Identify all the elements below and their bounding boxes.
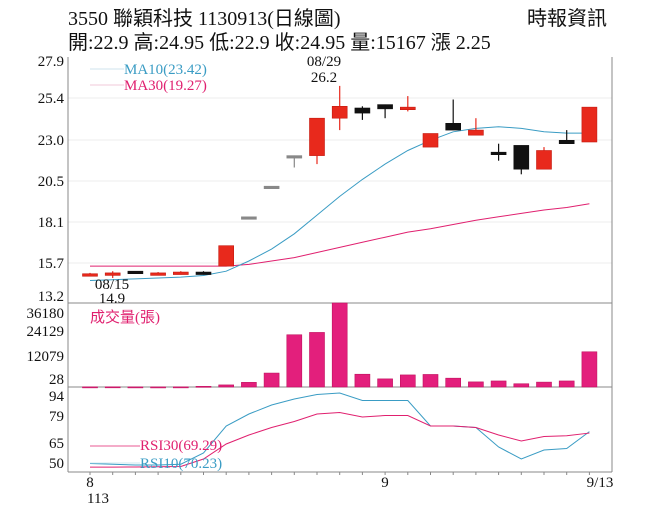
- rsi10-line: [89, 392, 590, 466]
- x-label-last-date: 9/13: [587, 475, 614, 491]
- volume-bar: [218, 384, 234, 388]
- y-tick-price: 18.1: [38, 215, 64, 231]
- ma30-legend: MA30(19.27): [124, 78, 207, 94]
- candle: [173, 271, 189, 275]
- candle: [558, 130, 575, 145]
- volume-bar: [104, 386, 121, 389]
- volume-bar: [490, 380, 507, 388]
- volume-bar: [445, 377, 462, 388]
- candle: [581, 106, 598, 143]
- volume-bar: [173, 386, 189, 389]
- volume-bar: [536, 381, 552, 388]
- y-tick-rsi: 94: [49, 389, 65, 405]
- volume-bar: [377, 378, 393, 388]
- volume-bar: [263, 372, 280, 388]
- volume-bar: [286, 334, 303, 388]
- legends: [90, 68, 140, 464]
- y-tick-price: 20.5: [38, 174, 64, 190]
- volume-bar: [127, 386, 144, 389]
- peak-value-label: 26.2: [311, 70, 337, 86]
- y-tick-rsi: 79: [49, 409, 64, 425]
- rsi-lines: [89, 392, 590, 468]
- y-tick-price: 15.7: [38, 256, 65, 272]
- candle: [468, 118, 484, 136]
- source-label: 時報資訊: [527, 8, 607, 30]
- ma30-line: [90, 203, 590, 267]
- volume-title: 成交量(張): [90, 308, 160, 326]
- volume-bar: [399, 374, 416, 388]
- volume-bar: [354, 373, 371, 388]
- volume-bar: [513, 383, 530, 388]
- low-value-label: 14.9: [99, 291, 125, 307]
- candle: [490, 143, 507, 161]
- candle: [127, 270, 144, 275]
- y-tick-volume: 28: [49, 372, 64, 388]
- x-axis: [89, 472, 590, 475]
- candle: [309, 117, 325, 165]
- ma10-line: [89, 126, 590, 282]
- candle: [422, 133, 439, 148]
- candle: [218, 245, 234, 267]
- candle: [513, 145, 530, 175]
- rsi10-legend: RSI10(70.23): [140, 456, 222, 472]
- low-date-label: 08/15: [95, 277, 129, 293]
- volume-bars: [82, 302, 598, 389]
- y-tick-price: 23.0: [38, 133, 64, 149]
- candle: [82, 272, 98, 277]
- y-tick-rsi: 65: [49, 436, 64, 452]
- candle: [536, 147, 552, 170]
- candle: [263, 185, 280, 189]
- rsi30-line: [90, 411, 590, 468]
- candle: [354, 106, 371, 120]
- volume-bar: [82, 386, 98, 389]
- y-tick-volume: 36180: [27, 306, 65, 322]
- moving-average-lines: [89, 126, 590, 282]
- ma10-legend: MA10(23.42): [124, 62, 207, 78]
- ohlc-summary: 開:22.9 高:24.95 低:22.9 收:24.95 量:15167 漲 …: [68, 32, 491, 54]
- volume-bar: [241, 382, 257, 388]
- candle: [377, 104, 393, 119]
- volume-bar: [468, 381, 484, 388]
- candle: [445, 99, 462, 131]
- y-tick-price: 27.9: [38, 54, 64, 70]
- volume-bar: [150, 386, 166, 389]
- peak-date-label: 08/29: [307, 54, 341, 70]
- candle: [150, 272, 166, 276]
- y-tick-price: 13.2: [38, 289, 64, 305]
- x-label-year: 113: [87, 491, 109, 507]
- candle: [195, 271, 212, 275]
- candle: [241, 216, 257, 220]
- y-tick-rsi: 50: [49, 456, 64, 472]
- x-label-month-8: 8: [86, 475, 94, 491]
- volume-bar: [558, 380, 575, 388]
- y-tick-volume: 24129: [27, 324, 65, 340]
- volume-bar: [422, 374, 439, 388]
- volume-bar: [195, 386, 212, 388]
- rsi30-legend: RSI30(69.29): [140, 438, 222, 454]
- candle: [331, 85, 348, 131]
- candle: [286, 155, 303, 168]
- candle: [399, 96, 416, 112]
- volume-bar: [309, 332, 325, 388]
- volume-bar: [581, 351, 598, 388]
- candle: [104, 271, 121, 278]
- y-tick-volume: 12079: [27, 349, 65, 365]
- x-label-month-9: 9: [381, 475, 389, 491]
- volume-bar: [331, 302, 348, 388]
- y-tick-price: 25.4: [38, 91, 65, 107]
- candlesticks: [82, 85, 598, 278]
- chart-title: 3550 聯穎科技 1130913(日線圖): [68, 8, 341, 30]
